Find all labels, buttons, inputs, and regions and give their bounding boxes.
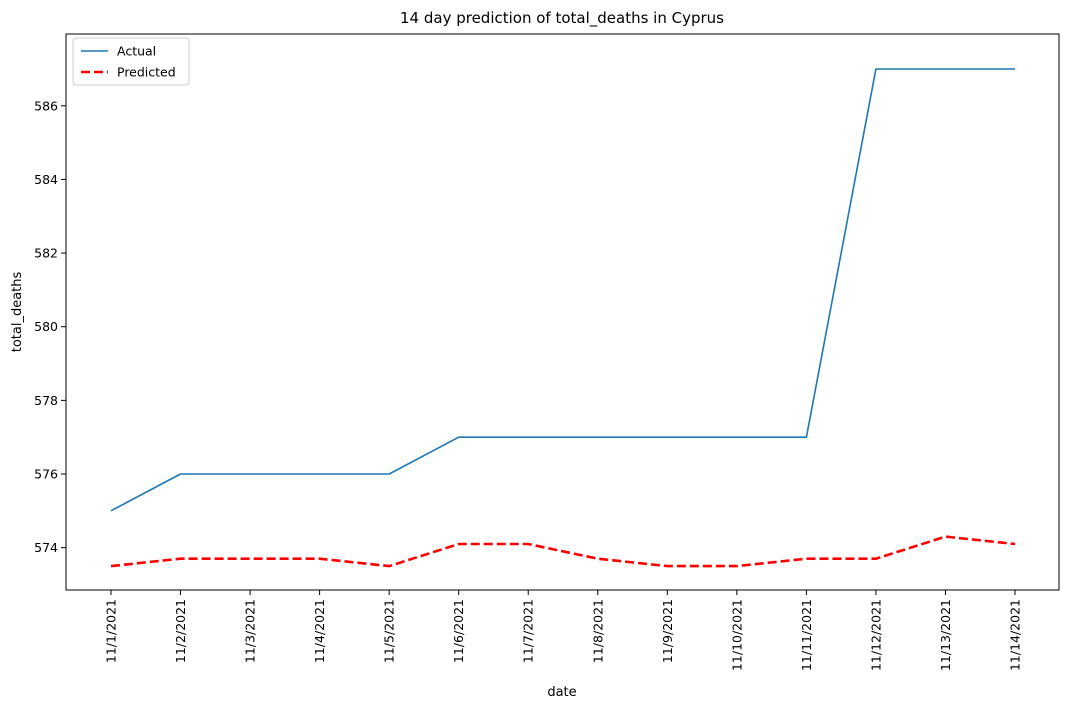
x-tick-label: 11/11/2021 [799, 599, 814, 671]
y-axis-label: total_deaths [10, 272, 25, 353]
legend: Actual Predicted [72, 37, 190, 86]
x-axis-label: date [547, 685, 576, 700]
x-tick-label: 11/6/2021 [451, 599, 466, 663]
legend-label-predicted: Predicted [117, 65, 176, 80]
y-tick-label: 584 [34, 172, 58, 187]
y-tick-label: 574 [34, 540, 58, 555]
x-tick-label: 11/1/2021 [104, 599, 119, 663]
x-tick-label: 11/14/2021 [1008, 599, 1023, 671]
y-tick-label: 576 [34, 467, 58, 482]
series-line-actual [110, 68, 1015, 512]
chart-title: 14 day prediction of total_deaths in Cyp… [400, 9, 724, 28]
y-tick-label: 580 [34, 319, 58, 334]
y-tick-label: 586 [34, 98, 58, 113]
x-tick-label: 11/12/2021 [868, 599, 883, 671]
series-line-predicted [110, 535, 1016, 568]
x-tick-label: 11/3/2021 [243, 599, 258, 663]
x-tick-label: 11/4/2021 [312, 599, 327, 663]
x-tick-label: 11/5/2021 [382, 599, 397, 663]
x-tick-label: 11/2/2021 [173, 599, 188, 663]
x-tick-label: 11/9/2021 [660, 599, 675, 663]
x-tick-label: 11/13/2021 [938, 599, 953, 671]
legend-label-actual: Actual [117, 44, 156, 59]
plot-area [110, 68, 1016, 568]
x-tick-label: 11/10/2021 [729, 599, 744, 671]
x-axis: 11/1/2021 11/2/2021 11/3/2021 11/4/2021 11/5… [104, 590, 1023, 671]
y-tick-label: 582 [34, 246, 58, 261]
y-tick-label: 578 [34, 393, 58, 408]
x-tick-label: 11/8/2021 [590, 599, 605, 663]
y-axis: 574 576 578 580 582 584 586 [34, 98, 66, 555]
x-tick-label: 11/7/2021 [521, 599, 536, 663]
plot-frame [65, 33, 1060, 591]
